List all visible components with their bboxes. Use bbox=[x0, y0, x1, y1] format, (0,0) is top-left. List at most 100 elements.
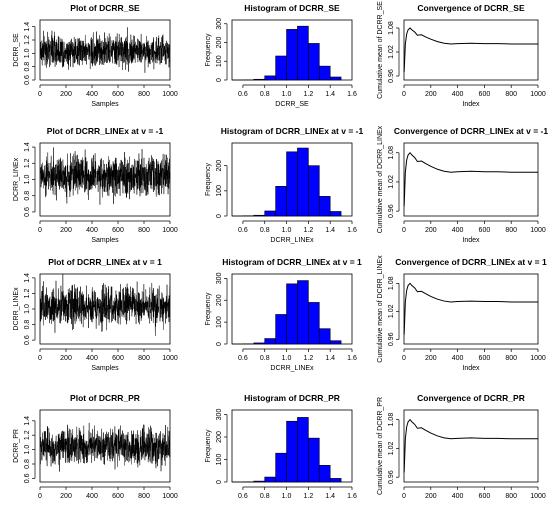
y-tick-label: 0.6 bbox=[24, 335, 31, 345]
x-tick-label: 1.2 bbox=[303, 355, 313, 362]
histogram-bar bbox=[297, 280, 309, 345]
x-axis-label: DCRR_LINEx bbox=[270, 365, 314, 372]
x-tick-label: 1.0 bbox=[282, 227, 292, 234]
y-tick-label: 1.02 bbox=[388, 441, 395, 455]
x-tick-label: 1000 bbox=[530, 227, 546, 234]
histogram-bar bbox=[308, 437, 320, 483]
x-tick-label: 1.4 bbox=[325, 91, 335, 98]
y-axis-label: Cumulative mean of DCRR_SE bbox=[377, 1, 384, 99]
x-tick-label: 800 bbox=[138, 227, 150, 234]
trace-line bbox=[39, 422, 171, 472]
panel-2: Histogram of DCRR_SE 0.6 0.8 1.0 1.2 1.4 1.6 DC… bbox=[205, 3, 357, 108]
x-tick-label: 1000 bbox=[162, 91, 178, 98]
histogram-bar bbox=[308, 302, 320, 345]
x-tick-label: 0.8 bbox=[260, 493, 270, 500]
y-tick-label: 1.2 bbox=[24, 158, 31, 168]
x-tick-label: 1000 bbox=[162, 493, 178, 500]
y-tick-label: 1.0 bbox=[24, 48, 31, 58]
y-tick-label: 200 bbox=[216, 431, 223, 443]
x-tick-label: 400 bbox=[452, 227, 464, 234]
histogram-bar bbox=[329, 211, 342, 217]
x-tick-label: 1.4 bbox=[325, 227, 335, 234]
y-tick-label: 1.2 bbox=[24, 35, 31, 45]
x-axis-label: DCRR_SE bbox=[275, 101, 309, 108]
x-tick-label: 1000 bbox=[162, 227, 178, 234]
histogram-bar bbox=[318, 328, 331, 345]
plot-frame bbox=[403, 142, 539, 217]
x-tick-label: 200 bbox=[425, 355, 437, 362]
y-tick-label: 1.08 bbox=[388, 413, 395, 427]
convergence-line bbox=[403, 27, 538, 73]
y-tick-label: 0 bbox=[216, 214, 223, 218]
y-axis-label: Frequency bbox=[205, 162, 212, 196]
x-tick-label: 200 bbox=[60, 493, 72, 500]
x-tick-label: 1.0 bbox=[282, 355, 292, 362]
trace-line bbox=[39, 147, 171, 205]
x-axis-label: Index bbox=[462, 237, 480, 244]
histogram-bar bbox=[253, 78, 266, 81]
x-tick-label: 0 bbox=[402, 493, 406, 500]
x-tick-label: 0 bbox=[38, 227, 42, 234]
histogram-bar bbox=[275, 185, 287, 217]
y-tick-label: 1.08 bbox=[388, 146, 395, 160]
histogram-bar bbox=[318, 465, 331, 483]
y-tick-label: 200 bbox=[216, 294, 223, 306]
y-tick-label: 0.96 bbox=[388, 332, 395, 346]
y-tick-label: 0.8 bbox=[24, 459, 31, 469]
y-tick-label: 0.8 bbox=[24, 191, 31, 201]
x-tick-label: 1.0 bbox=[282, 91, 292, 98]
histogram-bar bbox=[297, 147, 309, 217]
panel-5: Histogram of DCRR_LINEx at v = -1 0.6 0.8 1… bbox=[205, 126, 363, 244]
x-tick-label: 600 bbox=[479, 355, 491, 362]
panel-9: Convergence of DCRR_LINEx at v = 1 0 200 40… bbox=[377, 255, 547, 372]
x-tick-label: 600 bbox=[112, 493, 124, 500]
histogram-bar bbox=[253, 342, 266, 345]
x-tick-label: 1000 bbox=[162, 355, 178, 362]
y-tick-label: 0.6 bbox=[24, 207, 31, 217]
histogram-bar bbox=[329, 76, 342, 81]
x-tick-label: 0.6 bbox=[238, 493, 248, 500]
x-tick-label: 1.2 bbox=[303, 227, 313, 234]
y-tick-label: 1.2 bbox=[24, 288, 31, 298]
histogram-bar bbox=[318, 65, 331, 81]
y-tick-label: 100 bbox=[216, 316, 223, 328]
y-tick-label: 1.08 bbox=[388, 276, 395, 290]
panel-3: Convergence of DCRR_SE 0 200 400 600 800 1000 I… bbox=[377, 1, 546, 108]
plot-frame bbox=[39, 142, 171, 217]
x-tick-label: 400 bbox=[86, 493, 98, 500]
plot-frame bbox=[39, 273, 171, 345]
x-tick-label: 1000 bbox=[530, 493, 546, 500]
histogram-bar bbox=[286, 151, 298, 217]
x-axis-label: Samples bbox=[91, 237, 119, 244]
x-tick-label: 600 bbox=[112, 355, 124, 362]
histogram-bar bbox=[286, 420, 298, 483]
x-tick-label: 800 bbox=[505, 493, 517, 500]
panel-title: Histogram of DCRR_LINEx at v = -1 bbox=[221, 126, 364, 136]
x-tick-label: 400 bbox=[86, 227, 98, 234]
panel-title: Histogram of DCRR_LINEx at v = 1 bbox=[222, 257, 362, 267]
x-tick-label: 0 bbox=[38, 493, 42, 500]
y-tick-label: 0 bbox=[216, 342, 223, 346]
x-tick-label: 1.6 bbox=[347, 493, 357, 500]
y-tick-label: 200 bbox=[216, 37, 223, 49]
x-tick-label: 200 bbox=[425, 493, 437, 500]
x-tick-label: 800 bbox=[138, 355, 150, 362]
x-tick-label: 600 bbox=[479, 227, 491, 234]
x-tick-label: 200 bbox=[425, 227, 437, 234]
panel-7: Plot of DCRR_LINEx at v = 1 0 200 400 600 800… bbox=[13, 257, 178, 372]
histogram-bar bbox=[253, 480, 266, 483]
histogram-bar bbox=[329, 340, 342, 345]
histogram-bar bbox=[297, 417, 309, 483]
y-tick-label: 0.8 bbox=[24, 62, 31, 72]
y-tick-label: 1.4 bbox=[24, 416, 31, 426]
histogram-bar bbox=[275, 55, 287, 81]
convergence-line bbox=[403, 418, 538, 473]
panel-12: Convergence of DCRR_PR 0 200 400 600 800 1000 0… bbox=[377, 393, 546, 500]
x-tick-label: 0 bbox=[402, 355, 406, 362]
x-tick-label: 0 bbox=[402, 227, 406, 234]
histogram-bar bbox=[275, 452, 287, 483]
x-tick-label: 800 bbox=[505, 355, 517, 362]
y-axis-label: Frequency bbox=[205, 429, 212, 463]
panel-8: Histogram of DCRR_LINEx at v = 1 0.6 0.8 1.… bbox=[205, 257, 362, 372]
histogram-bar bbox=[264, 210, 276, 217]
